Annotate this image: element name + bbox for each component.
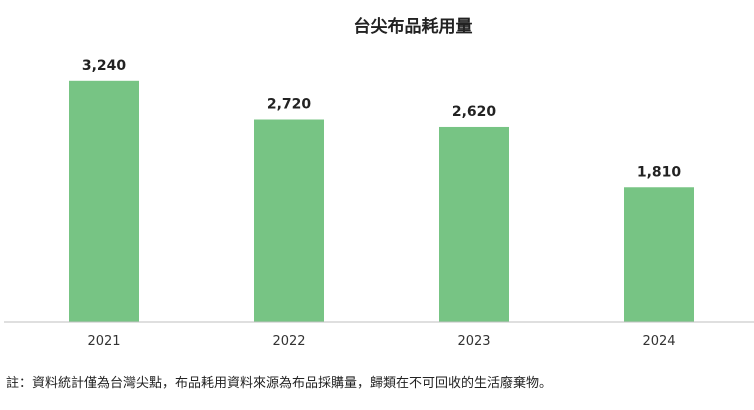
x-tick-label-2022: 2022 xyxy=(272,334,305,349)
bar-2023 xyxy=(439,126,509,322)
x-tick-label-2023: 2023 xyxy=(457,334,490,349)
data-label-2024: 1,810 xyxy=(637,164,682,180)
x-tick-label-2024: 2024 xyxy=(642,334,675,349)
x-tick-labels-group: 2021 2022 2023 2024 xyxy=(87,334,675,349)
bar-2021 xyxy=(69,80,139,322)
chart-title: 台尖布品耗用量 xyxy=(354,16,473,37)
data-label-2023: 2,620 xyxy=(452,104,497,120)
footnote: 註：資料統計僅為台灣尖點，布品耗用資料來源為布品採購量，歸類在不可回收的生活廢棄… xyxy=(6,376,553,391)
x-tick-label-2021: 2021 xyxy=(87,334,120,349)
bars-group xyxy=(69,80,694,322)
value-labels-group: 3,240 2,720 2,620 1,810 xyxy=(82,58,682,180)
bar-2022 xyxy=(254,119,324,322)
data-label-2022: 2,720 xyxy=(267,97,312,113)
bar-2024 xyxy=(624,187,694,322)
data-label-2021: 3,240 xyxy=(82,58,127,74)
